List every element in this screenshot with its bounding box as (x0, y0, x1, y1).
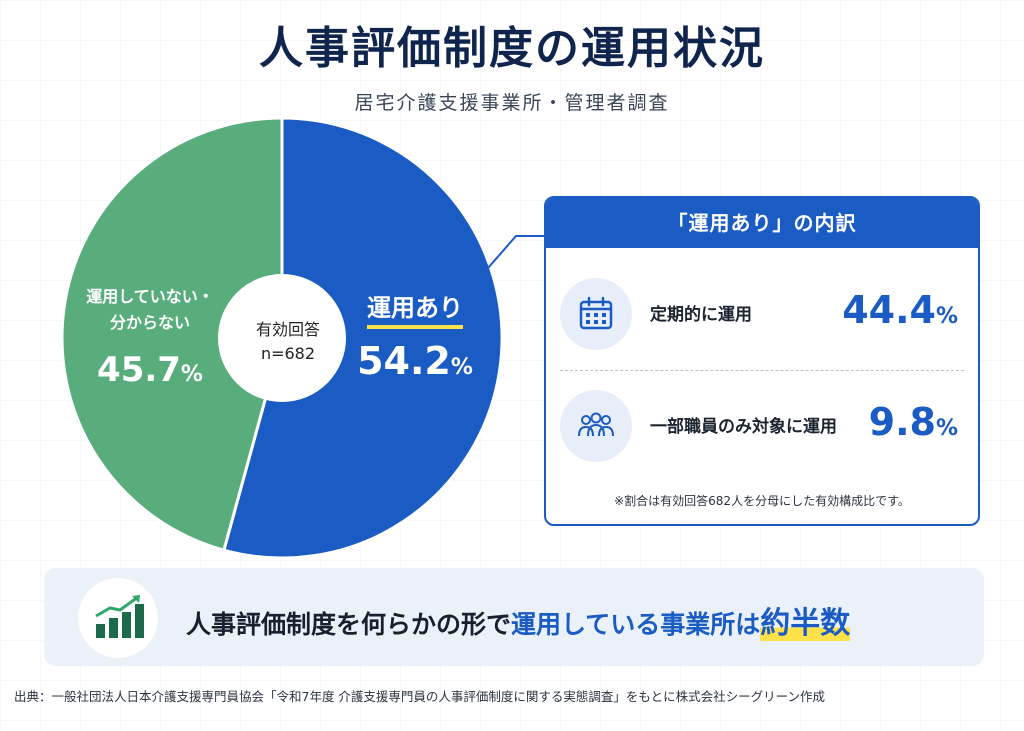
slice-label-operating: 運用あり 54.2% (340, 288, 490, 383)
green-pct-sign: % (180, 362, 203, 387)
summary-text-2: 運用している事業所は (511, 610, 761, 639)
growth-chart-icon (78, 578, 158, 658)
breakdown-label-regular: 定期的に運用 (650, 305, 752, 325)
page-subtitle: 居宅介護支援事業所・管理者調査 (354, 92, 670, 114)
breakdown-row-partial: 一部職員のみ対象に運用 9.8% (546, 390, 978, 470)
callout-line (487, 235, 546, 269)
breakdown-value-regular: 44.4% (842, 288, 958, 332)
summary-banner: 人事評価制度を何らかの形で運用している事業所は約半数 (44, 568, 984, 666)
summary-text-1: 人事評価制度を何らかの形で (186, 610, 512, 639)
green-pct-value: 45.7 (97, 350, 181, 390)
green-label-line1: 運用していない・ (86, 287, 214, 306)
green-label-line2: 分からない (109, 313, 190, 332)
summary-text: 人事評価制度を何らかの形で運用している事業所は約半数 (186, 598, 851, 642)
blue-label: 運用あり (367, 288, 463, 329)
green-percentage: 45.7% (60, 350, 240, 390)
breakdown-value-partial: 9.8% (869, 400, 958, 444)
pie-slice-0 (222, 116, 504, 560)
page-title: 人事評価制度の運用状況 (259, 23, 765, 74)
pie-slice-1 (60, 116, 284, 553)
source-citation: 出典：一般社団法人日本介護支援専門員協会「令和7年度 介護支援専門員の人事評価制… (14, 689, 826, 704)
breakdown-row-regular: 定期的に運用 44.4% (546, 278, 978, 358)
regular-value: 44.4 (842, 288, 936, 332)
slice-label-not-operating: 運用していない・ 分からない 45.7% (60, 284, 240, 390)
summary-emphasis: 約半数 (760, 606, 851, 641)
dashed-divider (560, 370, 964, 371)
center-label-line1: 有効回答 (255, 320, 320, 339)
pie-center-label: 有効回答 n=682 (228, 318, 348, 366)
center-label-line2: n=682 (260, 344, 316, 363)
blue-pct-sign: % (450, 355, 473, 380)
blue-percentage: 54.2% (340, 339, 490, 383)
people-icon (560, 390, 632, 462)
breakdown-heading: 「運用あり」の内訳 (546, 198, 978, 248)
calendar-icon (560, 278, 632, 350)
breakdown-panel: 「運用あり」の内訳 定期的に運用 44.4% (544, 196, 980, 526)
breakdown-note: ※割合は有効回答682人を分母にした有効構成比です。 (614, 494, 910, 508)
pie-center-hole (218, 274, 346, 402)
blue-pct-value: 54.2 (357, 339, 451, 383)
regular-pct-sign: % (935, 304, 958, 329)
breakdown-label-partial: 一部職員のみ対象に運用 (650, 417, 837, 437)
partial-pct-sign: % (935, 416, 958, 441)
partial-value: 9.8 (868, 400, 936, 444)
